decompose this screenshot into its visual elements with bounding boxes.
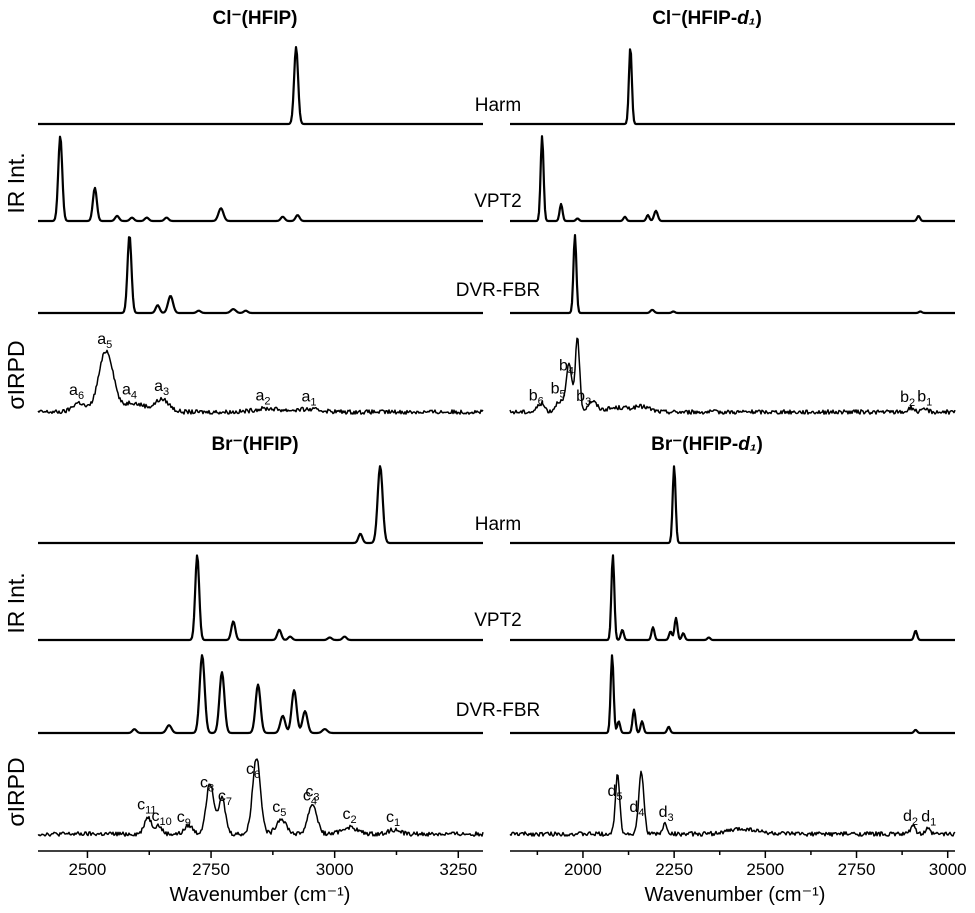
x-tick-label: 3000 [316,860,354,879]
trace-t1 [509,554,956,642]
x-tick-label: 2250 [655,860,693,879]
peak-label: b6 [529,387,544,407]
peak-label: c9 [177,809,191,829]
panel-title: Br⁻(HFIP) [211,434,298,455]
peak-label: c2 [342,806,356,826]
x-tick-label: 2750 [838,860,876,879]
peak-label: c1 [386,809,400,829]
peak-label: d4 [629,799,644,819]
peak-label: b4 [559,358,574,378]
x-axis-label-left: Wavenumber (cm⁻¹) [170,884,351,906]
peak-label: c7 [218,788,232,808]
trace-t1 [509,135,956,223]
peak-label: b1 [917,389,932,409]
trace-name-label: VPT2 [474,610,522,631]
panel-br_hfip_d1: Br⁻(HFIP-d₁) d5 d4 d3 d2 d1 [509,434,956,837]
x-tick-label: 2500 [69,860,107,879]
trace-harm [37,465,484,545]
trace-t3 [509,770,956,837]
peak-label: a3 [154,378,169,398]
panel-title: Cl⁻(HFIP) [213,8,298,29]
trace-t2 [509,234,956,315]
panel-title: Br⁻(HFIP-d₁) [651,434,763,455]
trace-t3 [509,337,956,415]
x-tick-label: 3000 [929,860,967,879]
trace--irpd [37,349,484,415]
peak-label: d3 [659,804,674,824]
x-tick-label: 2000 [564,860,602,879]
trace-vpt2 [37,135,484,223]
y-label-irpd-bottom: σIRPD [3,757,29,826]
trace-dvr-fbr [37,236,484,315]
peak-label: d2 [903,808,918,828]
peak-label: a4 [122,381,137,401]
peak-label: c5 [272,799,286,819]
peak-label: a2 [255,388,270,408]
y-label-irpd-top: σIRPD [3,340,29,409]
trace-name-label: Harm [475,514,521,535]
trace-name-label: DVR-FBR [456,280,540,301]
y-label-ir-bottom: IR Int. [3,572,29,633]
peak-label: a1 [301,388,316,408]
peak-label: d1 [921,808,936,828]
peak-label: a5 [97,331,112,351]
peak-label: c10 [151,808,171,828]
x-axis-label-right: Wavenumber (cm⁻¹) [645,884,826,906]
peak-label: b2 [900,389,915,409]
trace-harm [37,46,484,126]
peak-label: b3 [576,388,591,408]
trace-name-label: VPT2 [474,191,522,212]
trace-name-label: DVR-FBR [456,700,540,721]
x-tick-label: 3250 [439,860,477,879]
x-tick-label: 2500 [746,860,784,879]
panel-title: Cl⁻(HFIP-d₁) [652,8,762,29]
panel-cl_hfip: Cl⁻(HFIP) Harm VPT2 DVR-FBR a6 a5 a4 a3 a2 a1 [37,8,540,415]
peak-label: a6 [69,382,84,402]
trace-dvr-fbr [37,654,484,735]
y-label-ir-top: IR Int. [3,152,29,213]
trace-vpt2 [37,554,484,642]
peak-label: b5 [551,380,566,400]
trace--irpd [37,758,484,837]
trace-t0 [509,48,956,126]
peak-label: d5 [608,783,623,803]
peak-label: c8 [200,774,214,794]
trace-name-label: Harm [475,95,521,116]
axes-layer: 2500 2750 3000 3250 2000 2250 2500 2750 3000 [38,850,967,879]
x-tick-label: 2750 [192,860,230,879]
trace-t2 [509,654,956,735]
trace-t0 [509,465,956,545]
